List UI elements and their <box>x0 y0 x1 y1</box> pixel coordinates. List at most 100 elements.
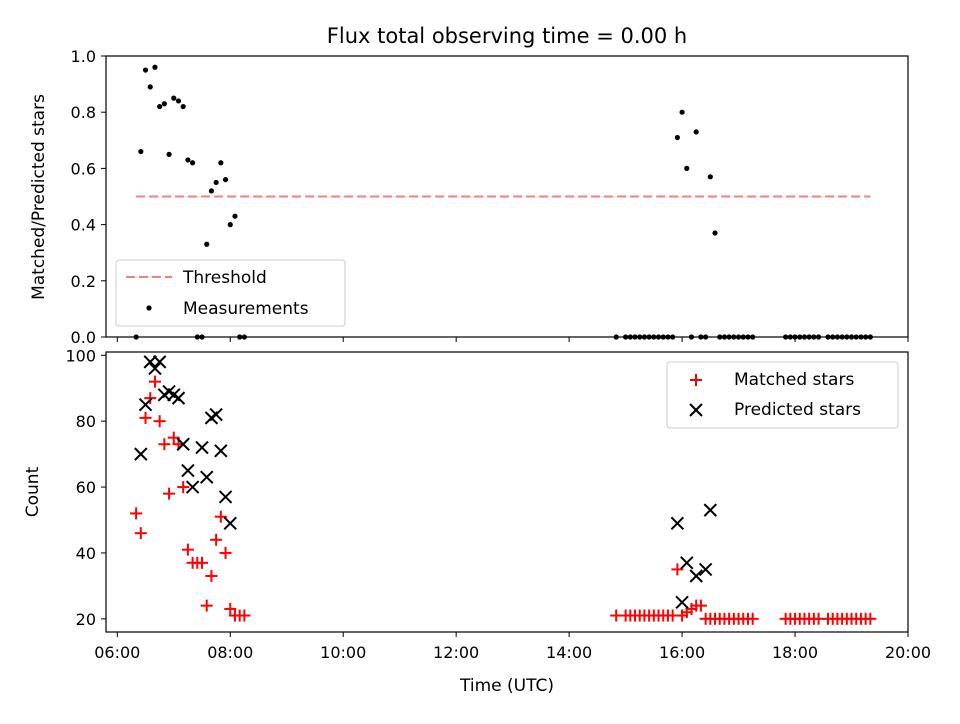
top-chart-title: Flux total observing time = 0.00 h <box>327 24 687 48</box>
matched-stars-point <box>167 431 180 444</box>
top-y-tick-label: 0.0 <box>71 328 96 347</box>
matched-stars-point <box>144 392 157 405</box>
measurements-point <box>693 129 699 135</box>
bottom-legend-box <box>666 361 899 429</box>
measurements-point <box>138 148 144 155</box>
measurements-point <box>830 334 836 340</box>
measurements-point <box>194 334 200 340</box>
predicted-stars-point-b <box>223 516 237 531</box>
predicted-stars-point <box>223 516 237 531</box>
matched-stars-point <box>134 527 147 540</box>
bottom-y-axis-label: Count <box>23 466 43 517</box>
legend-measurements-swatch <box>146 305 152 311</box>
measurements-point <box>147 84 153 90</box>
top-y-tick-label: 1.0 <box>71 47 96 66</box>
top-data-layer <box>133 64 873 340</box>
measurements-point <box>665 334 671 340</box>
x-tick-label: 10:00 <box>320 643 366 662</box>
bottom-y-tick-label: 80 <box>76 412 96 431</box>
predicted-stars-point <box>200 470 214 484</box>
predicted-stars-point-b <box>680 556 694 570</box>
matched-stars-point <box>224 602 237 615</box>
measurements-point <box>646 334 652 340</box>
matched-stars-point <box>163 487 176 500</box>
predicted-stars-point <box>185 480 200 494</box>
predicted-stars-point-b <box>200 470 214 484</box>
x-tick-label: 18:00 <box>772 643 818 662</box>
matched-stars-point <box>694 599 707 612</box>
matched-stars-point <box>671 563 684 576</box>
matched-stars-point <box>130 507 143 520</box>
predicted-stars-point <box>152 355 167 369</box>
measurements-point <box>641 334 648 340</box>
predicted-stars-point-b <box>209 407 223 422</box>
top-y-tick-label: 0.6 <box>71 159 96 178</box>
measurements-point <box>208 188 215 194</box>
measurements-point <box>204 241 210 247</box>
measurements-point <box>157 103 163 110</box>
predicted-stars-point <box>680 556 694 570</box>
measurements-point <box>152 64 158 70</box>
measurements-point <box>834 334 841 340</box>
measurements-point <box>750 334 756 340</box>
bottom-y-tick-label: 20 <box>76 610 96 629</box>
x-tick-label: 14:00 <box>546 643 592 662</box>
predicted-stars-point <box>698 562 713 577</box>
top-plot-frame <box>105 55 909 338</box>
predicted-stars-point <box>148 361 162 376</box>
measurements-point <box>740 334 746 340</box>
measurements-point <box>797 334 803 340</box>
predicted-stars-point-b <box>689 569 703 583</box>
matched-stars-point <box>153 415 166 428</box>
matched-stars-point <box>210 533 223 546</box>
measurements-point <box>815 334 822 340</box>
predicted-stars-point <box>134 447 148 461</box>
bottom-y-tick-label: 100 <box>65 346 96 365</box>
top-y-tick-label: 0.2 <box>71 272 96 291</box>
measurements-point <box>735 334 742 340</box>
measurements-point <box>703 334 709 340</box>
predicted-stars-point-b <box>218 490 233 504</box>
top-y-axis-label: Matched/Predicted stars <box>29 94 49 300</box>
measurements-point <box>787 334 793 340</box>
predicted-stars-point-b <box>185 480 200 494</box>
measurements-point <box>684 165 690 171</box>
predicted-stars-point-b <box>148 361 162 376</box>
measurements-point <box>199 334 205 340</box>
matched-stars-point <box>196 556 209 569</box>
measurements-point <box>679 109 685 115</box>
measurements-point <box>839 334 845 340</box>
measurements-point <box>655 334 662 340</box>
measurements-point <box>721 334 728 340</box>
predicted-stars-point-b <box>181 463 195 478</box>
measurements-point <box>712 230 718 236</box>
measurements-point <box>863 334 869 340</box>
predicted-stars-point <box>209 407 223 422</box>
predicted-stars-point <box>138 397 153 412</box>
matched-stars-point <box>148 375 161 388</box>
measurements-point <box>707 174 713 180</box>
measurements-point <box>848 334 855 340</box>
matched-stars-point <box>214 510 227 523</box>
measurements-point <box>175 98 182 104</box>
matched-stars-point <box>219 546 232 559</box>
predicted-stars-point <box>218 490 233 504</box>
measurements-point <box>801 334 808 340</box>
top-y-tick-label: 0.4 <box>71 216 96 235</box>
measurements-point <box>222 177 229 183</box>
measurements-point <box>731 334 737 340</box>
measurements-point <box>660 334 666 340</box>
measurements-point <box>670 334 676 340</box>
bottom-y-tick-label: 60 <box>76 478 96 497</box>
measurements-point <box>161 101 167 107</box>
predicted-stars-point <box>176 437 190 451</box>
measurements-point <box>825 334 831 340</box>
measurements-point <box>623 334 629 340</box>
measurements-point <box>613 334 619 340</box>
x-tick-label: 16:00 <box>659 643 705 662</box>
measurements-point <box>213 179 219 186</box>
matched-stars-point <box>139 411 152 424</box>
measurements-point <box>190 160 196 166</box>
